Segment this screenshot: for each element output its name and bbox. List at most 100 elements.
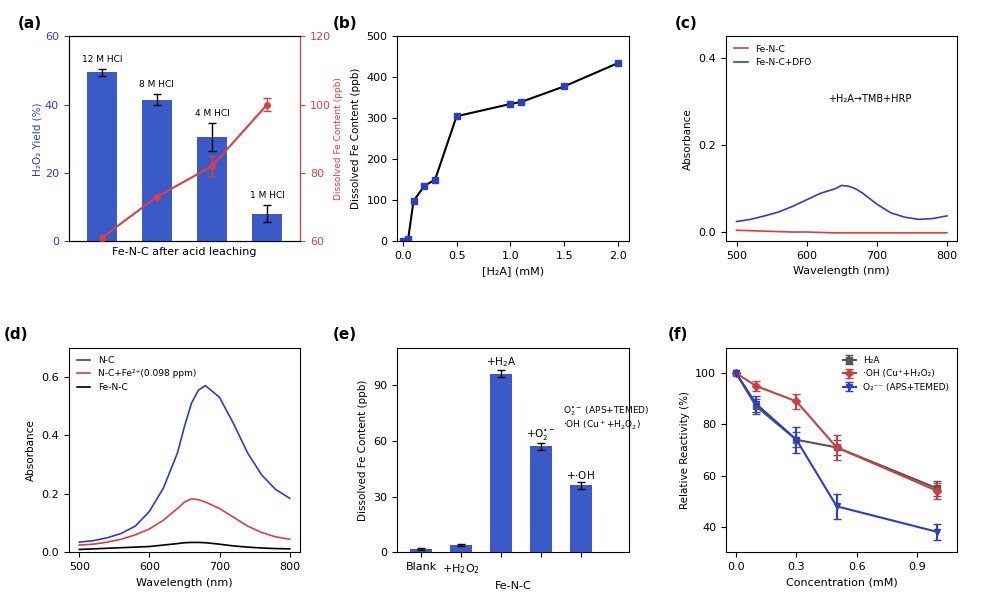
N-C+Fe²⁺(0.098 ppm) bbox=[284, 535, 296, 543]
Text: (e): (e) bbox=[333, 327, 356, 342]
Text: 1 M HCl: 1 M HCl bbox=[249, 191, 285, 200]
Legend: H₂A, ·OH (Cu⁺+H₂O₂), O₂⁻⁻ (APS+TEMED): H₂A, ·OH (Cu⁺+H₂O₂), O₂⁻⁻ (APS+TEMED) bbox=[839, 352, 953, 395]
Fe-N-C+DFO bbox=[843, 183, 854, 190]
N-C+Fe²⁺(0.098 ppm) bbox=[242, 523, 253, 530]
N-C bbox=[172, 449, 184, 456]
N-C+Fe²⁺(0.098 ppm) bbox=[172, 505, 184, 512]
N-C bbox=[116, 530, 128, 537]
Line: Fe-N-C+DFO: Fe-N-C+DFO bbox=[736, 185, 947, 222]
Bar bbox=[196, 137, 227, 241]
X-axis label: [H₂A] (mM): [H₂A] (mM) bbox=[482, 266, 544, 276]
Fe-N-C bbox=[101, 544, 113, 552]
Fe-N-C+DFO bbox=[815, 189, 827, 197]
Bar bbox=[570, 486, 592, 552]
Fe-N-C bbox=[179, 539, 191, 546]
N-C bbox=[192, 387, 204, 394]
Fe-N-C bbox=[829, 229, 841, 237]
Text: +H$_2$A: +H$_2$A bbox=[486, 355, 517, 369]
N-C bbox=[199, 382, 211, 389]
N-C+Fe²⁺(0.098 ppm) bbox=[143, 525, 155, 532]
Fe-N-C bbox=[731, 226, 742, 234]
Y-axis label: Dissolved Fe Content (ppb): Dissolved Fe Content (ppb) bbox=[334, 77, 343, 200]
Text: (f): (f) bbox=[668, 327, 688, 342]
N-C+Fe²⁺(0.098 ppm) bbox=[186, 495, 197, 503]
Fe-N-C bbox=[172, 540, 184, 548]
Y-axis label: H₂O₂ Yield (%): H₂O₂ Yield (%) bbox=[32, 102, 42, 175]
Text: (a): (a) bbox=[18, 16, 42, 31]
Y-axis label: Dissolved Fe Content (ppb): Dissolved Fe Content (ppb) bbox=[358, 379, 368, 521]
Fe-N-C bbox=[228, 542, 240, 549]
Fe-N-C bbox=[255, 544, 267, 552]
Bar bbox=[86, 72, 117, 241]
X-axis label: Fe-N-C after acid leaching: Fe-N-C after acid leaching bbox=[112, 246, 256, 257]
N-C+Fe²⁺(0.098 ppm) bbox=[116, 535, 128, 543]
Text: 4 M HCl: 4 M HCl bbox=[194, 109, 230, 118]
N-C bbox=[284, 495, 296, 502]
Text: O$_2^{\bullet-}$ (APS+TEMED): O$_2^{\bullet-}$ (APS+TEMED) bbox=[563, 404, 649, 418]
Fe-N-C bbox=[899, 229, 910, 237]
N-C bbox=[228, 420, 240, 427]
Text: $\cdot$OH (Cu$^+$+H$_2$O$_2$): $\cdot$OH (Cu$^+$+H$_2$O$_2$) bbox=[563, 419, 641, 432]
Bar bbox=[490, 374, 512, 552]
Legend: N-C, N-C+Fe²⁺(0.098 ppm), Fe-N-C: N-C, N-C+Fe²⁺(0.098 ppm), Fe-N-C bbox=[74, 352, 199, 395]
Fe-N-C bbox=[871, 229, 883, 237]
X-axis label: Fe-N-C: Fe-N-C bbox=[495, 582, 531, 591]
Fe-N-C bbox=[773, 228, 785, 236]
Legend: Fe-N-C, Fe-N-C+DFO: Fe-N-C, Fe-N-C+DFO bbox=[731, 41, 815, 70]
Fe-N-C+DFO bbox=[773, 208, 785, 215]
Fe-N-C+DFO bbox=[871, 200, 883, 208]
Y-axis label: Absorbance: Absorbance bbox=[683, 108, 693, 170]
Fe-N-C bbox=[199, 539, 211, 546]
Fe-N-C bbox=[843, 229, 854, 237]
Fe-N-C+DFO bbox=[885, 209, 897, 217]
Fe-N-C bbox=[87, 545, 99, 552]
Fe-N-C bbox=[941, 229, 953, 237]
Fe-N-C bbox=[242, 543, 253, 551]
N-C+Fe²⁺(0.098 ppm) bbox=[199, 498, 211, 506]
X-axis label: Concentration (mM): Concentration (mM) bbox=[786, 578, 898, 588]
Fe-N-C bbox=[759, 228, 771, 235]
N-C bbox=[87, 537, 99, 544]
X-axis label: Wavelength (nm): Wavelength (nm) bbox=[136, 578, 233, 588]
Fe-N-C bbox=[913, 229, 925, 237]
Fe-N-C+DFO bbox=[913, 215, 925, 223]
N-C+Fe²⁺(0.098 ppm) bbox=[270, 533, 282, 540]
Text: +$\cdot$OH: +$\cdot$OH bbox=[567, 469, 595, 481]
Y-axis label: Relative Reactivity (%): Relative Reactivity (%) bbox=[680, 391, 689, 509]
N-C bbox=[270, 486, 282, 493]
Y-axis label: Dissolved Fe Content (ppb): Dissolved Fe Content (ppb) bbox=[351, 68, 361, 209]
N-C bbox=[143, 508, 155, 515]
Fe-N-C bbox=[857, 229, 869, 237]
Fe-N-C+DFO bbox=[849, 185, 861, 192]
Fe-N-C bbox=[284, 545, 296, 552]
Fe-N-C+DFO bbox=[800, 196, 812, 203]
Fe-N-C bbox=[157, 541, 169, 549]
Line: Fe-N-C: Fe-N-C bbox=[736, 230, 947, 233]
Fe-N-C bbox=[74, 546, 85, 553]
N-C bbox=[179, 423, 191, 430]
N-C+Fe²⁺(0.098 ppm) bbox=[214, 505, 226, 512]
N-C+Fe²⁺(0.098 ppm) bbox=[87, 541, 99, 548]
Fe-N-C bbox=[130, 543, 141, 551]
Text: (b): (b) bbox=[333, 16, 357, 31]
Text: (d): (d) bbox=[4, 327, 28, 342]
Fe-N-C bbox=[836, 229, 847, 237]
Fe-N-C bbox=[744, 227, 756, 234]
Fe-N-C bbox=[116, 544, 128, 551]
N-C+Fe²⁺(0.098 ppm) bbox=[192, 496, 204, 503]
Line: N-C: N-C bbox=[80, 385, 290, 542]
N-C bbox=[157, 484, 169, 492]
Fe-N-C bbox=[270, 545, 282, 552]
Fe-N-C+DFO bbox=[787, 203, 798, 210]
N-C+Fe²⁺(0.098 ppm) bbox=[179, 498, 191, 506]
Text: +H₂A→TMB+HRP: +H₂A→TMB+HRP bbox=[828, 93, 911, 104]
N-C bbox=[74, 538, 85, 546]
Bar bbox=[451, 545, 472, 552]
Fe-N-C+DFO bbox=[941, 212, 953, 220]
Text: 12 M HCl: 12 M HCl bbox=[82, 55, 122, 64]
Fe-N-C+DFO bbox=[744, 215, 756, 223]
N-C bbox=[130, 523, 141, 530]
Bar bbox=[410, 549, 432, 552]
Bar bbox=[141, 100, 172, 241]
Text: +O$_2^{\bullet-}$: +O$_2^{\bullet-}$ bbox=[526, 427, 556, 442]
